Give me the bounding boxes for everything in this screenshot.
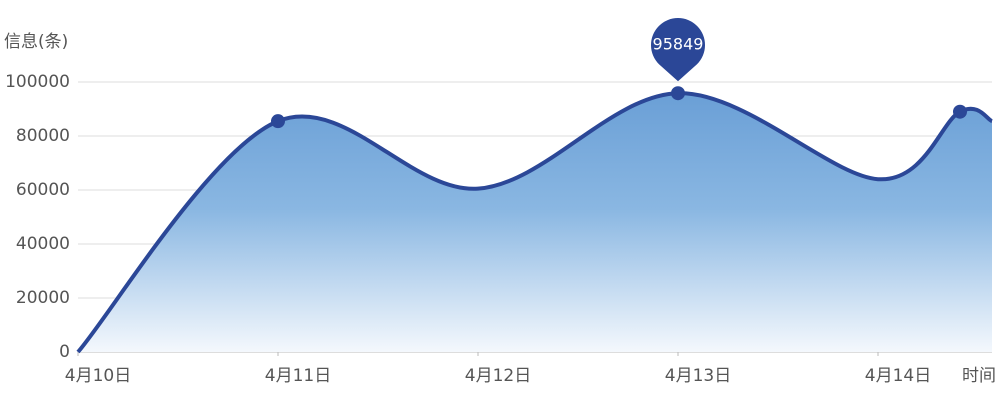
area [78, 93, 992, 353]
point-marker [671, 86, 685, 101]
max-pin [651, 18, 705, 82]
x-tick-label: 4月11日 [265, 366, 331, 386]
y-tick-label: 0 [59, 342, 70, 362]
x-tick-label: 4月10日 [65, 366, 131, 386]
y-tick-label: 100000 [5, 72, 70, 92]
x-tick-label: 4月12日 [465, 366, 531, 386]
line [76, 91, 994, 354]
y-tick-label: 80000 [16, 126, 70, 146]
x-tick-label: 4月13日 [665, 366, 731, 386]
point-marker [271, 114, 285, 129]
x-tick-label: 4月14日 [865, 366, 931, 386]
y-tick-label: 20000 [16, 288, 70, 308]
max-label: 95849 [653, 35, 704, 54]
y-axis-label: 信息(条) [4, 32, 68, 52]
y-tick-label: 40000 [16, 234, 70, 254]
point-marker [953, 104, 967, 119]
y-tick-label: 60000 [16, 180, 70, 200]
x-axis-label: 时间 [962, 366, 996, 386]
